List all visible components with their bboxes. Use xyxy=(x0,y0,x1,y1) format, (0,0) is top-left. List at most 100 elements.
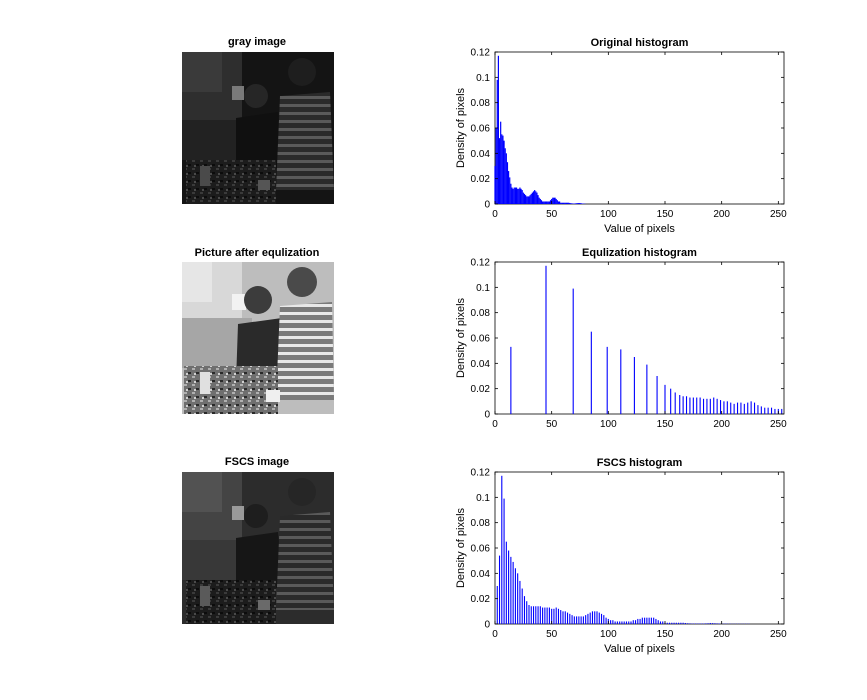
original-x-tick-label: 50 xyxy=(546,209,558,220)
fscs-bar xyxy=(619,621,621,624)
fscs-bar xyxy=(666,622,668,624)
original-bar xyxy=(528,196,530,204)
original-bar xyxy=(497,55,499,204)
fscs-bar xyxy=(557,608,560,624)
original-bar xyxy=(545,201,547,204)
fscs-bar xyxy=(530,606,532,624)
fscs-bar xyxy=(598,612,600,624)
fscs-y-tick-label: 0.12 xyxy=(471,468,491,479)
original-bar xyxy=(580,203,582,204)
original-bar xyxy=(518,188,520,204)
original-bar xyxy=(573,203,575,204)
equalization-bar xyxy=(733,403,735,414)
equalization-bar xyxy=(606,346,608,414)
original-bar xyxy=(544,201,546,204)
original-bar xyxy=(559,201,561,204)
equalization-bar xyxy=(685,396,688,414)
fscs-bar xyxy=(580,616,582,624)
original-bar xyxy=(511,187,513,204)
equalization-bar xyxy=(670,388,672,414)
fscs-bar xyxy=(623,621,625,624)
equalization-bar xyxy=(774,408,776,414)
original-bar xyxy=(510,183,512,204)
original-bar xyxy=(568,202,570,204)
fscs-bar xyxy=(600,613,603,624)
fscs-bar xyxy=(698,623,700,624)
equalization-x-tick-label: 100 xyxy=(600,419,617,430)
fscs-bar xyxy=(535,606,537,624)
fscs-bar xyxy=(587,613,589,624)
fscs-bar xyxy=(510,556,512,624)
original-bar xyxy=(569,202,571,204)
original-bar xyxy=(525,195,527,204)
fscs-bar xyxy=(596,611,598,624)
original-bar xyxy=(552,197,554,204)
fscs-bar xyxy=(696,623,698,624)
fscs-bar xyxy=(668,622,671,624)
equalization-bar xyxy=(726,401,728,414)
fscs-bar xyxy=(582,616,584,624)
fscs-bar xyxy=(630,621,632,624)
equalization-bar xyxy=(723,401,725,414)
fscs-bar xyxy=(539,606,541,624)
original-bar xyxy=(538,197,540,204)
equalization-x-tick-label: 50 xyxy=(546,419,558,430)
equalized-image-panel: Picture after equlization xyxy=(182,247,334,414)
fscs-y-tick-label: 0.02 xyxy=(471,594,491,605)
equalization-bar xyxy=(750,401,752,414)
original-bar xyxy=(548,201,550,204)
equalization-axes-box xyxy=(494,261,785,415)
fscs-x-axis-label: Value of pixels xyxy=(604,643,675,655)
fscs-bar xyxy=(496,586,498,624)
equalization-bar xyxy=(590,331,592,414)
equalization-y-tick-label: 0.06 xyxy=(471,334,491,345)
original-bar xyxy=(534,190,536,204)
original-bar xyxy=(514,187,516,204)
original-bar xyxy=(513,187,515,204)
original-bar xyxy=(540,200,543,204)
original-bar xyxy=(496,79,498,204)
equalization-bar xyxy=(674,392,676,414)
original-bar xyxy=(542,201,544,204)
original-bar xyxy=(576,203,578,204)
fscs-bar xyxy=(517,573,519,624)
equalization-x-tick-label: 200 xyxy=(713,419,730,430)
fscs-bar xyxy=(648,617,650,624)
fscs-bar xyxy=(544,607,546,624)
fscs-bar xyxy=(508,550,510,624)
original-bar xyxy=(519,187,521,204)
fscs-x-tick-label: 150 xyxy=(657,629,674,640)
original-bar xyxy=(505,153,507,204)
original-y-tick-label: 0.08 xyxy=(471,98,491,109)
fscs-bar xyxy=(675,622,677,624)
fscs-bar xyxy=(644,617,646,624)
fscs-bar xyxy=(576,616,578,624)
original-y-tick-label: 0.12 xyxy=(471,48,491,59)
equalization-bar xyxy=(510,346,512,414)
fscs-bar xyxy=(682,622,684,624)
original-bar xyxy=(570,203,572,204)
fscs-bar xyxy=(528,605,530,624)
original-bar xyxy=(512,188,514,204)
original-bar xyxy=(523,193,526,204)
fscs-bar xyxy=(605,617,607,624)
fscs-x-tick-label: 250 xyxy=(770,629,787,640)
equalization-y-axis-label: Density of pixels xyxy=(455,297,467,378)
equalization-bar xyxy=(696,397,698,414)
fscs-bar xyxy=(687,623,689,624)
fscs-y-tick-label: 0.1 xyxy=(476,493,490,504)
original-chart-title: Original histogram xyxy=(591,37,689,49)
fscs-bar xyxy=(646,617,648,624)
original-x-tick-label: 100 xyxy=(600,209,617,220)
equalization-y-tick-label: 0.04 xyxy=(471,359,491,370)
fscs-bar xyxy=(603,615,605,624)
equalization-bar xyxy=(743,403,745,414)
equalization-bar xyxy=(664,384,666,414)
fscs-image-title: FSCS image xyxy=(225,456,289,468)
fscs-bar xyxy=(614,621,616,624)
original-bar xyxy=(543,201,545,204)
equalization-bar xyxy=(709,398,711,414)
fscs-bar xyxy=(655,618,657,624)
fscs-bar xyxy=(562,611,564,624)
fscs-bar xyxy=(632,620,634,624)
